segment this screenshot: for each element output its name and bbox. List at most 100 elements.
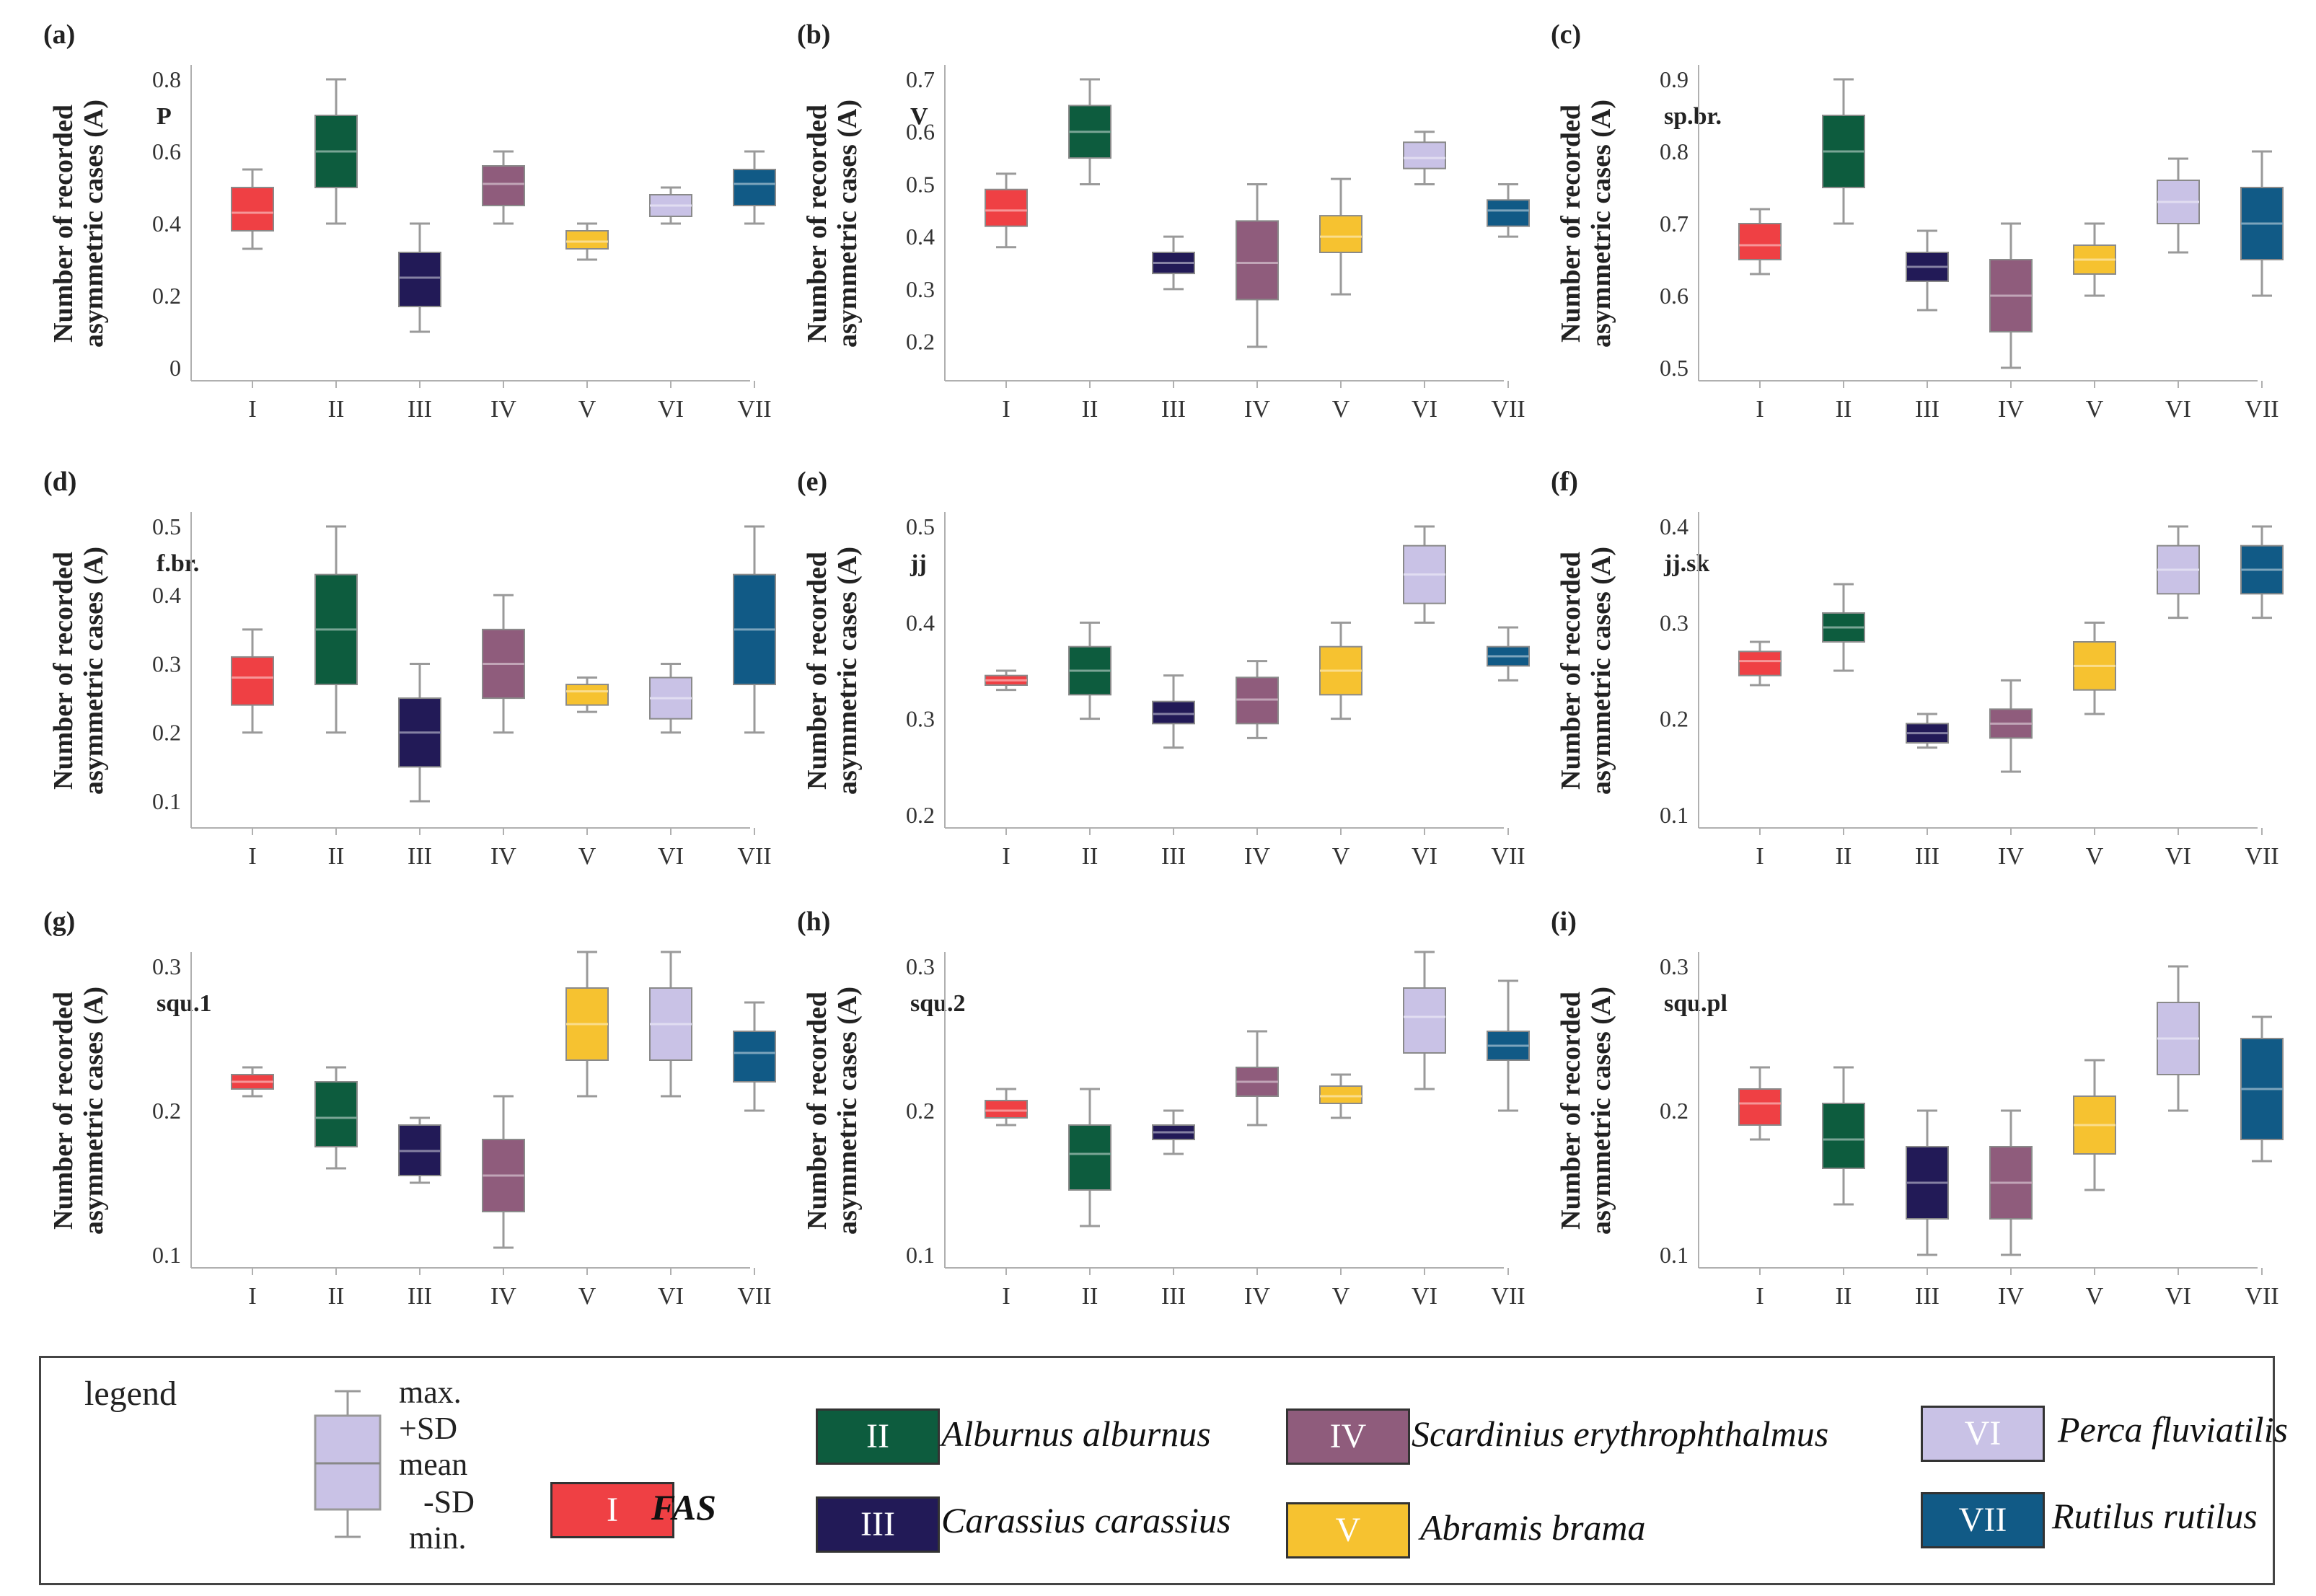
x-tick-label: V [1332,396,1350,423]
box-IV [1989,679,2033,773]
trait-label: squ.pl [1664,990,1727,1017]
legend-name-I: FAS [651,1487,716,1527]
legend-swatch-VII: VII [1921,1492,2045,1548]
box-VII [1487,626,1530,682]
key-mean-label: mean [399,1447,468,1482]
legend-name-II: Alburnus alburnus [941,1414,1211,1454]
box-V [2073,621,2116,715]
legend-swatch-III: III [816,1496,940,1553]
figure-canvas: (a) Number of recordedasymmetric cases (A… [43,19,2284,1310]
trait-label: jj [910,550,927,577]
box-III [398,1116,441,1184]
x-tick-label: VII [737,1283,771,1310]
x-tick-label: IV [1244,1283,1270,1310]
box-sd-range [1236,220,1279,301]
key-max-label: max. [399,1375,462,1410]
x-tick-label: I [248,1283,256,1310]
box-VII [1487,979,1530,1112]
box-sd-range [733,169,776,206]
box-I [1738,208,1782,275]
y-tick-label: 0.6 [152,138,181,164]
y-tick-label: 0.2 [152,720,181,746]
box-IV [482,1095,525,1249]
box-sd-range [231,656,274,706]
panel-h: (h) Number of recordedasymmetric cases (A… [797,907,1530,1310]
x-tick-label: I [248,396,256,423]
box-sd-range [565,230,609,250]
panel-label: (a) [43,19,75,50]
y-axis-label: Number of recordedasymmetric cases (A) [48,987,109,1235]
x-tick-label: V [1332,843,1350,870]
panel-g: (g) Number of recordedasymmetric cases (A… [43,907,776,1310]
box-I [1738,640,1782,687]
box-VI [649,662,692,734]
y-axis-label: Number of recordedasymmetric cases (A) [802,547,863,795]
box-III [1152,1109,1195,1155]
x-tick-label: VI [1412,396,1437,423]
y-tick-label: 0 [169,355,181,381]
box-sd-range [733,1031,776,1083]
box-III [1152,674,1195,749]
legend-swatch-II: II [816,1408,940,1465]
y-tick-label: 0.3 [152,651,181,676]
box-sd-range [1738,1088,1782,1126]
box-V [565,951,609,1098]
x-tick-label: V [2086,396,2104,423]
legend-swatch-IV: IV [1286,1408,1410,1465]
box-IV [1236,182,1279,348]
x-tick-label: I [1002,1283,1010,1310]
x-tick-label: VII [2245,1283,2278,1310]
x-tick-label: IV [1998,396,2024,423]
legend-swatch-I: I [550,1482,674,1538]
y-tick-label: 0.2 [152,283,181,309]
panel-label: (g) [43,907,75,937]
panel-e: (e) Number of recordedasymmetric cases (A… [797,467,1530,870]
box-I [1738,1066,1782,1141]
box-sd-range [1319,215,1362,254]
y-tick-label: 0.3 [152,953,181,979]
x-tick-label: III [1915,843,1939,870]
x-tick-label: III [1161,1283,1186,1310]
x-tick-label: II [1836,1283,1852,1310]
x-tick-label: V [578,1283,596,1310]
x-tick-label: V [2086,843,2104,870]
box-VI [649,186,692,225]
legend-name-III: Carassius carassius [941,1500,1231,1540]
panel-i: (i) Number of recordedasymmetric cases (A… [1551,907,2284,1310]
panel-label: (h) [797,907,830,937]
x-tick-label: VI [2165,396,2191,423]
y-tick-label: 0.2 [1660,1098,1688,1124]
box-sd-range [1487,199,1530,227]
x-tick-label: III [408,396,432,423]
x-tick-label: V [578,843,596,870]
x-tick-label: II [328,843,345,870]
panel-d: (d) Number of recordedasymmetric cases (A… [43,467,776,870]
x-tick-label: V [2086,1283,2104,1310]
panel-label: (f) [1551,467,1578,497]
box-IV [482,594,525,734]
trait-label: f.br. [157,550,199,577]
x-tick-label: VII [737,843,771,870]
box-V [565,222,609,261]
key-minus-sd-label: -SD [423,1484,475,1520]
box-IV [1989,1109,2033,1256]
legend: legend max. +SD mean -SD min. I FAS II A… [39,1356,2288,1585]
y-axis-label: Number of recordedasymmetric cases (A) [48,100,109,348]
x-tick-label: VII [1491,396,1525,423]
legend-name-VII: Rutilus rutilus [2052,1496,2258,1536]
panel-label: (d) [43,467,76,497]
box-II [1068,78,1111,185]
box-III [398,662,441,803]
x-tick-label: VI [658,843,684,870]
y-tick-label: 0.1 [152,1242,181,1268]
box-VI [2157,525,2200,620]
box-IV [1236,660,1279,739]
box-I [985,669,1028,692]
box-sd-range [231,187,274,232]
panel-a: (a) Number of recordedasymmetric cases (A… [43,19,776,423]
y-tick-label: 0.5 [906,171,935,197]
y-tick-label: 0.2 [906,802,935,828]
x-tick-label: III [1915,1283,1939,1310]
box-I [231,168,274,250]
y-tick-label: 0.4 [906,609,935,635]
